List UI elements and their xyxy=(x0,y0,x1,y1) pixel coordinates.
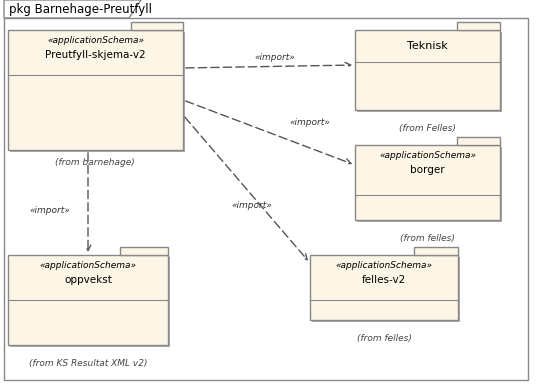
Bar xyxy=(357,147,502,222)
Text: (from Felles): (from Felles) xyxy=(399,124,456,133)
Bar xyxy=(357,32,502,112)
Text: Preutfyll-skjema-v2: Preutfyll-skjema-v2 xyxy=(45,50,146,60)
Text: «import»: «import» xyxy=(29,205,70,214)
Bar xyxy=(130,22,183,30)
Bar xyxy=(355,145,500,220)
Bar xyxy=(310,255,458,320)
Polygon shape xyxy=(4,0,141,18)
Text: felles-v2: felles-v2 xyxy=(362,275,406,285)
Text: (from felles): (from felles) xyxy=(400,234,455,243)
Text: «applicationSchema»: «applicationSchema» xyxy=(336,261,433,270)
Text: (from KS Resultat XML v2): (from KS Resultat XML v2) xyxy=(29,359,147,368)
Bar xyxy=(457,22,500,30)
Bar xyxy=(312,257,460,322)
Bar xyxy=(8,255,168,345)
Bar xyxy=(414,247,458,255)
Text: borger: borger xyxy=(410,165,445,175)
Text: «applicationSchema»: «applicationSchema» xyxy=(47,36,144,45)
Text: (from felles): (from felles) xyxy=(356,334,412,343)
Bar xyxy=(355,30,500,110)
Text: «import»: «import» xyxy=(232,200,272,210)
Bar xyxy=(120,247,168,255)
Bar xyxy=(8,30,183,150)
Text: «import»: «import» xyxy=(255,53,295,61)
Text: «applicationSchema»: «applicationSchema» xyxy=(40,261,137,270)
Text: «import»: «import» xyxy=(289,117,330,126)
Text: pkg Barnehage-Preutfyll: pkg Barnehage-Preutfyll xyxy=(9,2,152,16)
Text: Teknisk: Teknisk xyxy=(407,41,448,51)
Bar xyxy=(10,257,170,347)
Text: (from barnehage): (from barnehage) xyxy=(55,158,135,167)
Text: oppvekst: oppvekst xyxy=(64,275,112,285)
Text: «applicationSchema»: «applicationSchema» xyxy=(379,151,476,160)
Bar xyxy=(457,137,500,145)
Bar xyxy=(10,32,185,152)
